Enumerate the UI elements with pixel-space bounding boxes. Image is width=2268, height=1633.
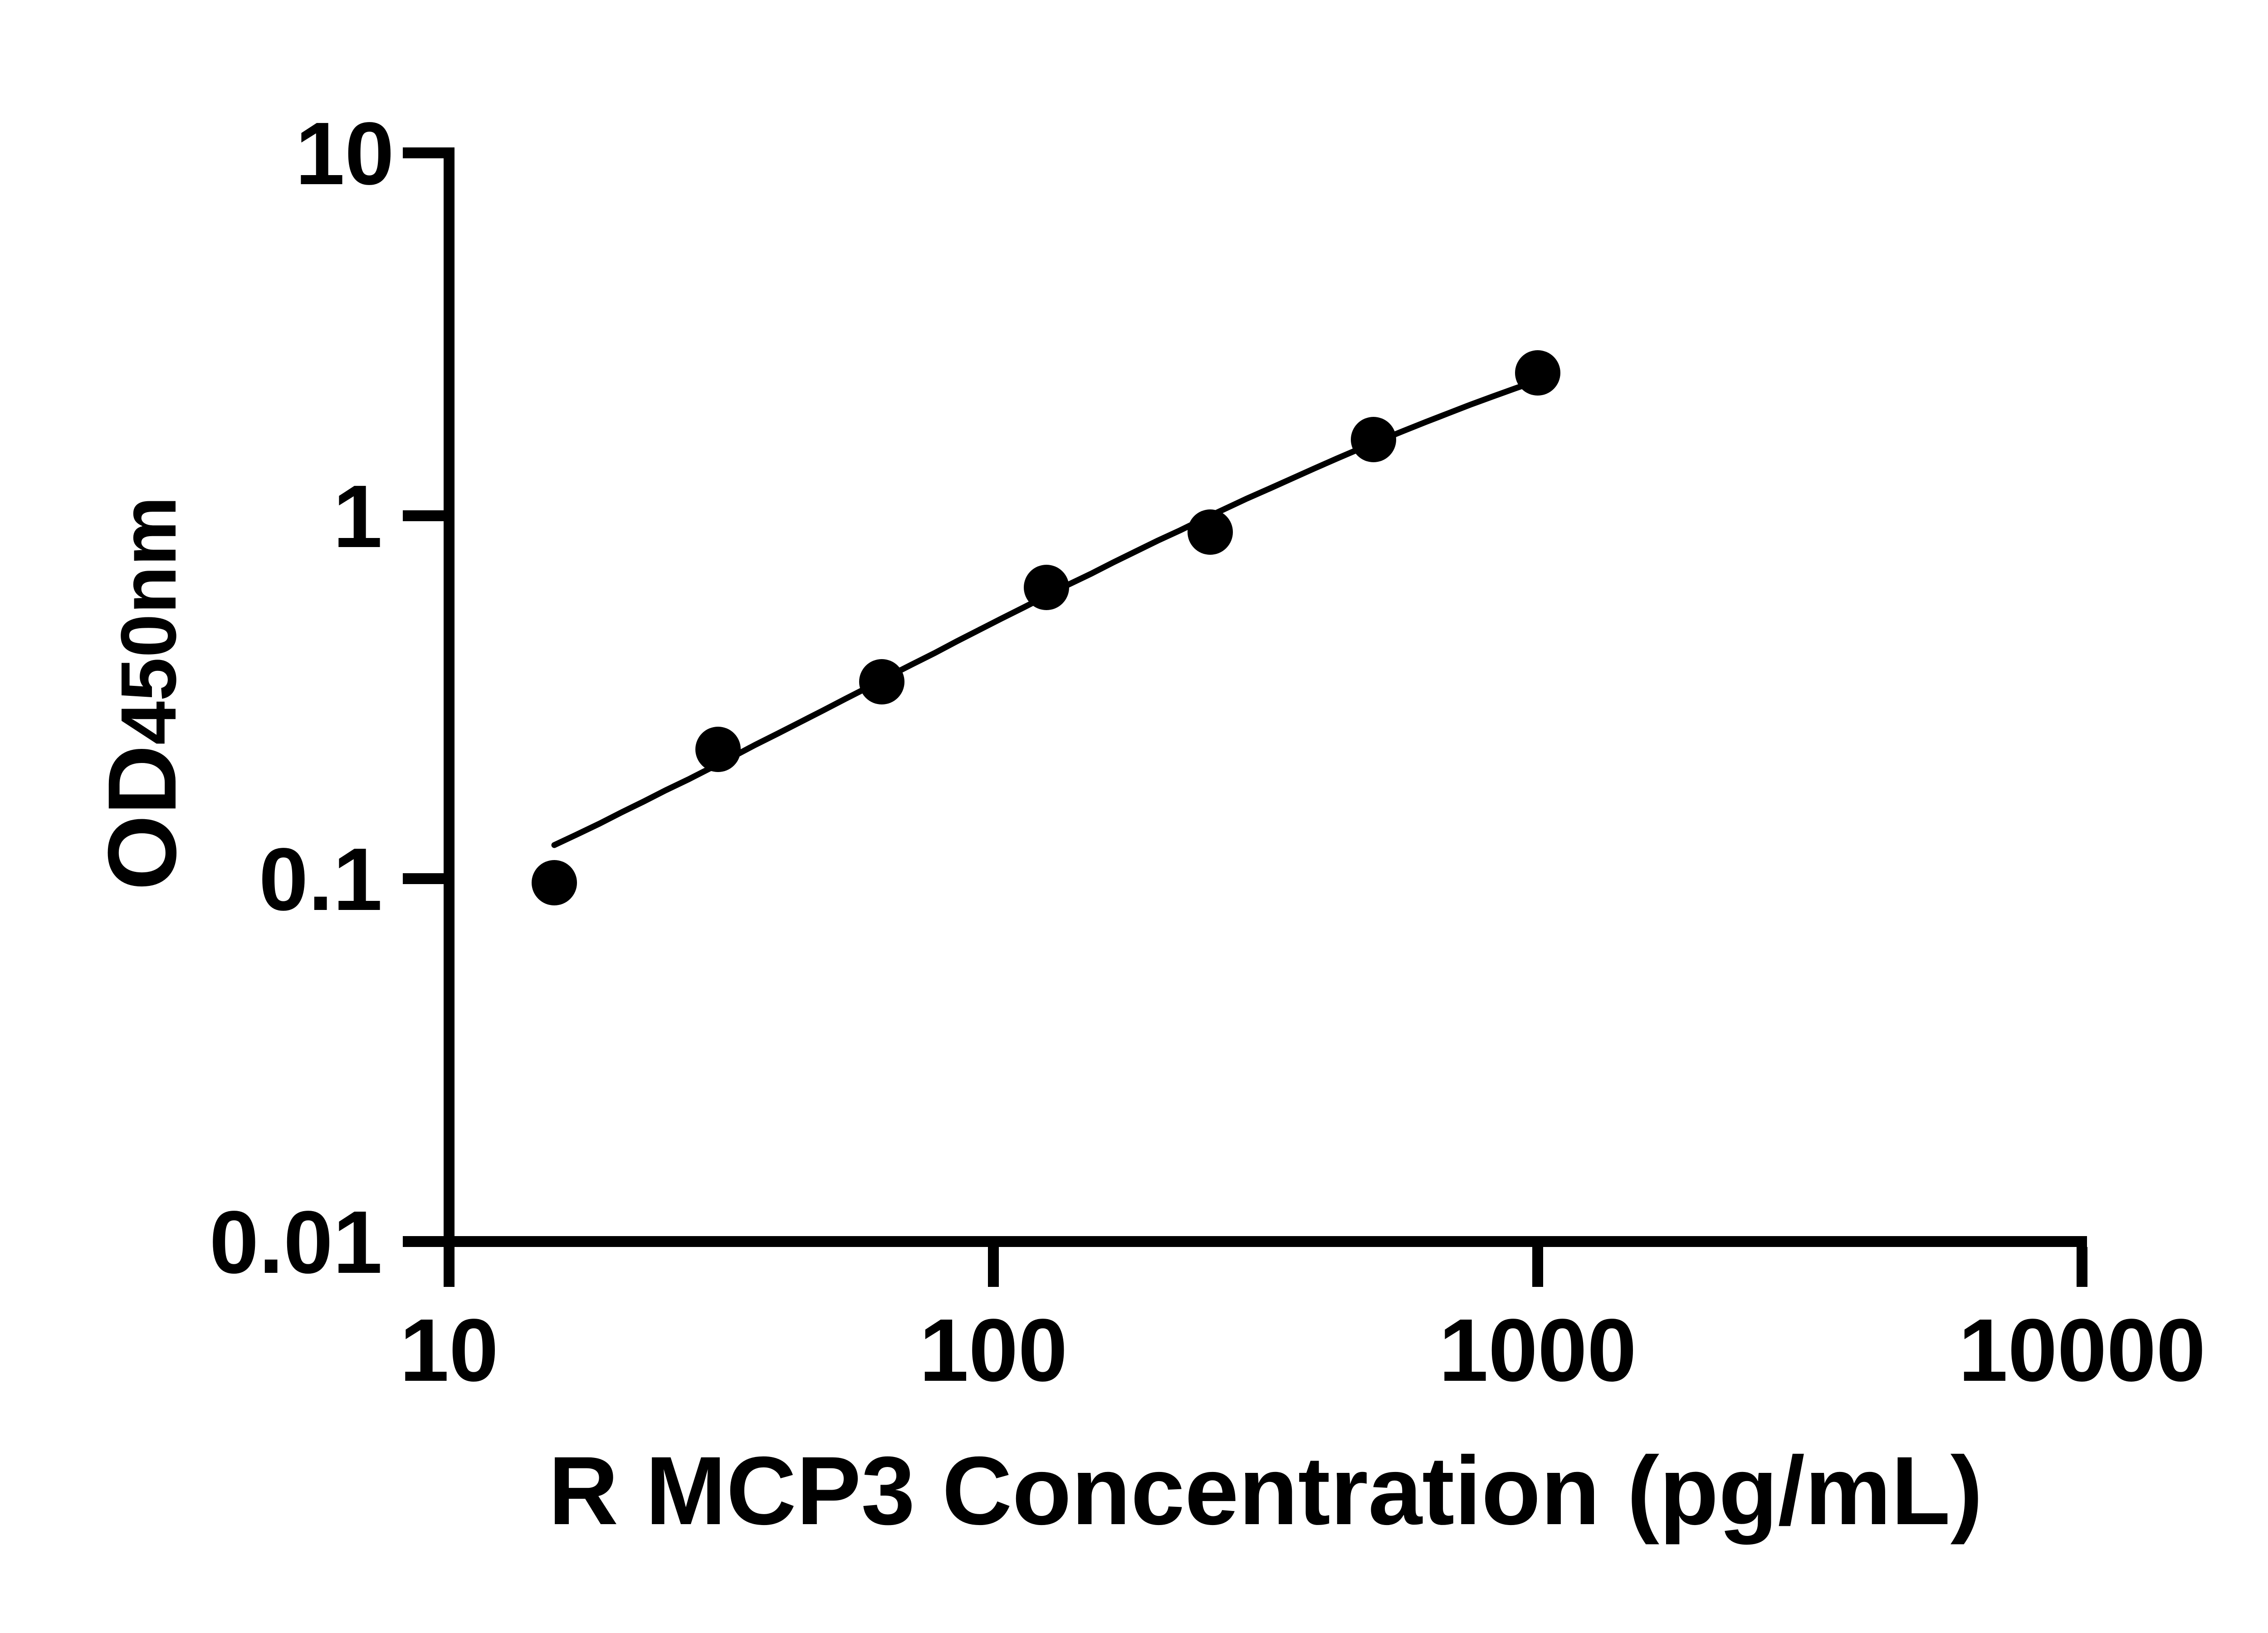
svg-text:10: 10 (400, 1301, 499, 1400)
svg-text:100: 100 (919, 1301, 1067, 1400)
svg-text:R MCP3 Concentration (pg/mL): R MCP3 Concentration (pg/mL) (548, 1437, 1983, 1545)
svg-text:0.1: 0.1 (259, 830, 382, 929)
svg-text:1: 1 (333, 467, 382, 566)
svg-text:10: 10 (295, 104, 394, 203)
svg-text:OD450nm: OD450nm (88, 496, 196, 890)
svg-text:0.01: 0.01 (210, 1193, 382, 1292)
svg-text:10000: 10000 (1958, 1301, 2205, 1400)
svg-text:1000: 1000 (1439, 1301, 1637, 1400)
